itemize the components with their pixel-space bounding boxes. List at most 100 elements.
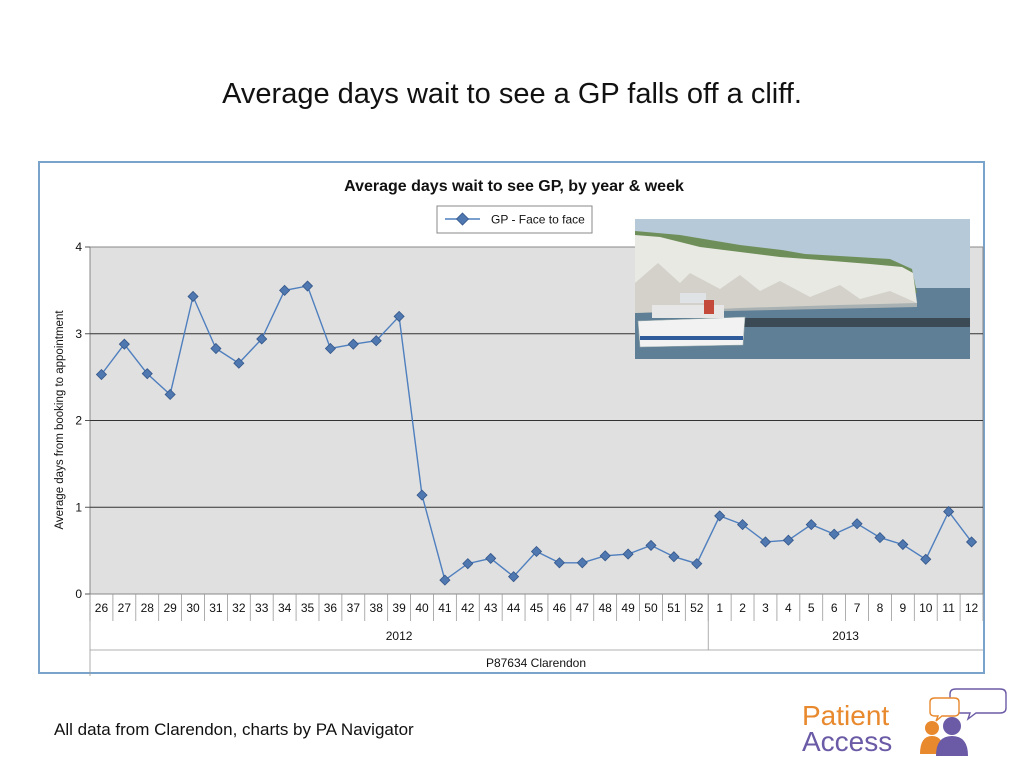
y-axis-ticks: 0 1 2 3 4	[75, 240, 90, 601]
x-tick-label: 48	[599, 601, 613, 615]
data-point	[530, 545, 543, 558]
x-tick-label: 38	[370, 601, 384, 615]
data-point	[737, 519, 749, 531]
x-tick-label: 11	[942, 601, 955, 615]
photo-ferry-bridge	[680, 293, 706, 303]
chart-title: Average days wait to see GP, by year & w…	[344, 178, 684, 195]
logo-people-icon	[920, 688, 1007, 756]
x-tick-label: 45	[530, 601, 544, 615]
x-tick-label: 49	[621, 601, 635, 615]
x-tick-label: 50	[644, 601, 658, 615]
data-point	[233, 357, 245, 369]
x-tick-label: 9	[900, 601, 907, 615]
logo-text-access: Access	[802, 726, 893, 757]
footer-credit: All data from Clarendon, charts by PA Na…	[54, 720, 414, 739]
legend-label: GP - Face to face	[491, 213, 585, 227]
x-tick-label: 2	[739, 601, 746, 615]
x-tick-label: 44	[507, 601, 521, 615]
x-group-label: 2012	[386, 629, 413, 643]
x-tick-label: 47	[576, 601, 590, 615]
data-point	[965, 536, 978, 548]
x-tick-label: 36	[324, 601, 338, 615]
x-tick-label: 31	[209, 601, 223, 615]
x-tick-label: 7	[854, 601, 861, 615]
x-tick-label: 8	[877, 601, 884, 615]
x-tick-label: 33	[255, 601, 269, 615]
x-tick-label: 51	[667, 601, 681, 615]
data-point	[324, 342, 336, 355]
data-point	[439, 574, 451, 586]
data-point	[874, 532, 886, 544]
data-point	[668, 551, 680, 563]
data-point	[256, 333, 268, 345]
x-tick-label: 42	[461, 601, 475, 615]
y-tick-label: 1	[75, 500, 82, 514]
x-tick-label: 26	[95, 601, 109, 615]
data-point	[370, 335, 382, 347]
x-tick-label: 27	[118, 601, 132, 615]
data-point	[920, 553, 932, 565]
data-point	[187, 290, 199, 303]
data-point	[462, 558, 474, 570]
y-tick-label: 3	[75, 327, 82, 341]
data-point	[805, 519, 817, 531]
x-tick-label: 43	[484, 601, 498, 615]
data-point	[576, 557, 588, 569]
x-tick-label: 1	[716, 601, 723, 615]
data-point	[782, 534, 794, 546]
x-tick-label: 4	[785, 601, 792, 615]
y-tick-label: 4	[75, 240, 82, 254]
logo-text-patient: Patient	[802, 700, 890, 731]
x-tick-label: 40	[415, 601, 429, 615]
data-point	[828, 528, 840, 540]
data-point	[714, 510, 726, 522]
photo-ferry-hull	[637, 316, 746, 348]
legend-marker	[455, 212, 470, 226]
data-point	[485, 552, 497, 564]
x-tick-label: 10	[919, 601, 933, 615]
x-tick-label: 12	[965, 601, 979, 615]
data-point	[599, 550, 611, 562]
data-point	[851, 518, 863, 530]
data-point	[622, 548, 634, 560]
slide-title: Average days wait to see a GP falls off …	[222, 78, 802, 110]
data-point	[416, 489, 428, 501]
legend: GP - Face to face	[436, 205, 593, 234]
x-tick-label: 35	[301, 601, 315, 615]
data-point	[393, 310, 405, 322]
x-tick-label: 3	[762, 601, 769, 615]
photo-harbour-wall	[740, 318, 970, 327]
data-point	[141, 368, 153, 380]
x-axis: 26 27 28 29 30 31 32 33 34 35 36 37 38 39 40 41 42 43 44 45…	[89, 594, 984, 676]
data-point	[95, 368, 108, 381]
chart-frame: Average days wait to see GP, by year & w…	[38, 161, 985, 676]
data-point	[691, 558, 703, 570]
data-point	[164, 388, 176, 401]
y-axis-label: Average days from booking to appointment	[54, 310, 66, 530]
x-tick-label: 6	[831, 601, 838, 615]
data-point	[943, 506, 955, 518]
data-point	[553, 557, 565, 569]
data-point	[210, 342, 222, 355]
data-point	[508, 571, 520, 583]
data-point	[301, 280, 314, 292]
x-tick-label: 37	[347, 601, 361, 615]
photo-ferry-stripe	[640, 336, 743, 340]
x-tick-label: 32	[232, 601, 246, 615]
y-tick-label: 2	[75, 414, 82, 428]
photo-ferry-funnel	[704, 300, 714, 314]
x-tick-label: 52	[690, 601, 704, 615]
data-point	[279, 284, 291, 296]
x-tick-label: 46	[553, 601, 567, 615]
x-tick-label: 29	[163, 601, 177, 615]
x-axis-label: P87634 Clarendon	[486, 656, 586, 670]
data-point	[645, 539, 657, 551]
x-tick-label: 34	[278, 601, 292, 615]
x-tick-label: 28	[141, 601, 155, 615]
line-chart: Average days wait to see GP, by year & w…	[54, 178, 984, 676]
x-tick-label: 39	[392, 601, 406, 615]
data-point	[118, 338, 130, 350]
data-point	[347, 338, 359, 350]
patient-access-logo: Patient Access	[798, 688, 1008, 758]
data-point	[897, 538, 909, 551]
